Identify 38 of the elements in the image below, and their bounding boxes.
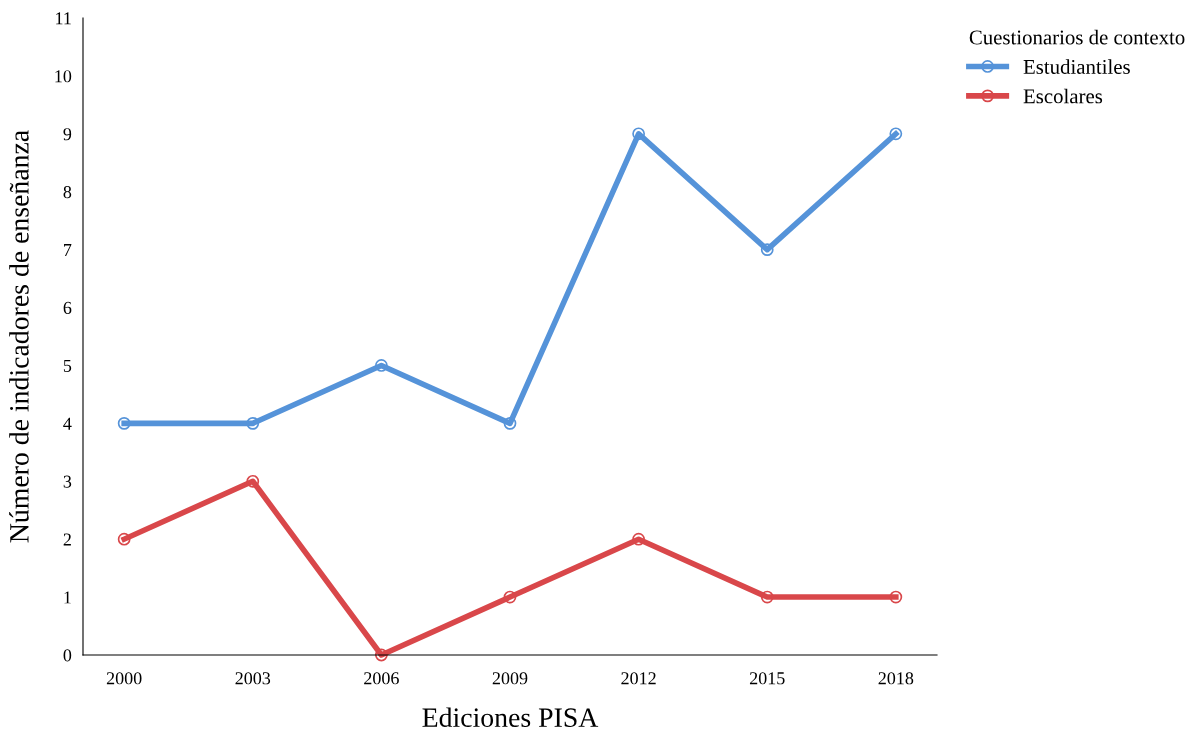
- y-tick-label: 4: [63, 417, 72, 430]
- y-tick-label: 9: [63, 128, 72, 141]
- y-tick-label: 11: [56, 12, 71, 25]
- point: [760, 243, 774, 257]
- point: [760, 590, 774, 604]
- x-tick-label: 2009: [492, 672, 528, 685]
- point: [632, 532, 646, 546]
- legend-label: Escolares: [1023, 88, 1103, 104]
- y-tick-label: 0: [63, 649, 72, 662]
- point: [117, 532, 131, 546]
- y-tick-label: 2: [63, 533, 71, 546]
- x-tick-label: 2012: [621, 672, 656, 685]
- point: [503, 416, 517, 430]
- point: [246, 416, 260, 430]
- y-tick-label: 1: [64, 591, 71, 604]
- x-tick-label: 2006: [364, 672, 399, 685]
- point: [117, 416, 131, 430]
- y-tick-label: 7: [64, 244, 72, 256]
- point: [374, 648, 388, 662]
- y-tick-label: 10: [55, 70, 72, 83]
- point: [632, 127, 646, 141]
- x-tick-label: 2000: [106, 672, 142, 685]
- point: [889, 127, 903, 141]
- y-axis-title: Número de indicadores de enseñanza: [9, 130, 29, 543]
- x-tick-label: 2015: [749, 672, 785, 685]
- x-axis-title: Ediciones PISA: [422, 707, 599, 728]
- x-tick-label: 2018: [878, 672, 914, 685]
- point: [374, 359, 388, 372]
- point: [503, 590, 517, 604]
- y-tick-label: 5: [63, 359, 72, 372]
- point: [246, 474, 260, 488]
- y-tick-label: 6: [63, 301, 72, 314]
- y-tick-label: 3: [63, 475, 72, 488]
- y-tick-label: 8: [63, 185, 72, 199]
- legend-label: Estudiantiles: [1023, 59, 1130, 74]
- point: [889, 590, 903, 604]
- legend-title: Cuestionarios de contexto: [969, 29, 1185, 45]
- x-tick-label: 2003: [235, 672, 271, 685]
